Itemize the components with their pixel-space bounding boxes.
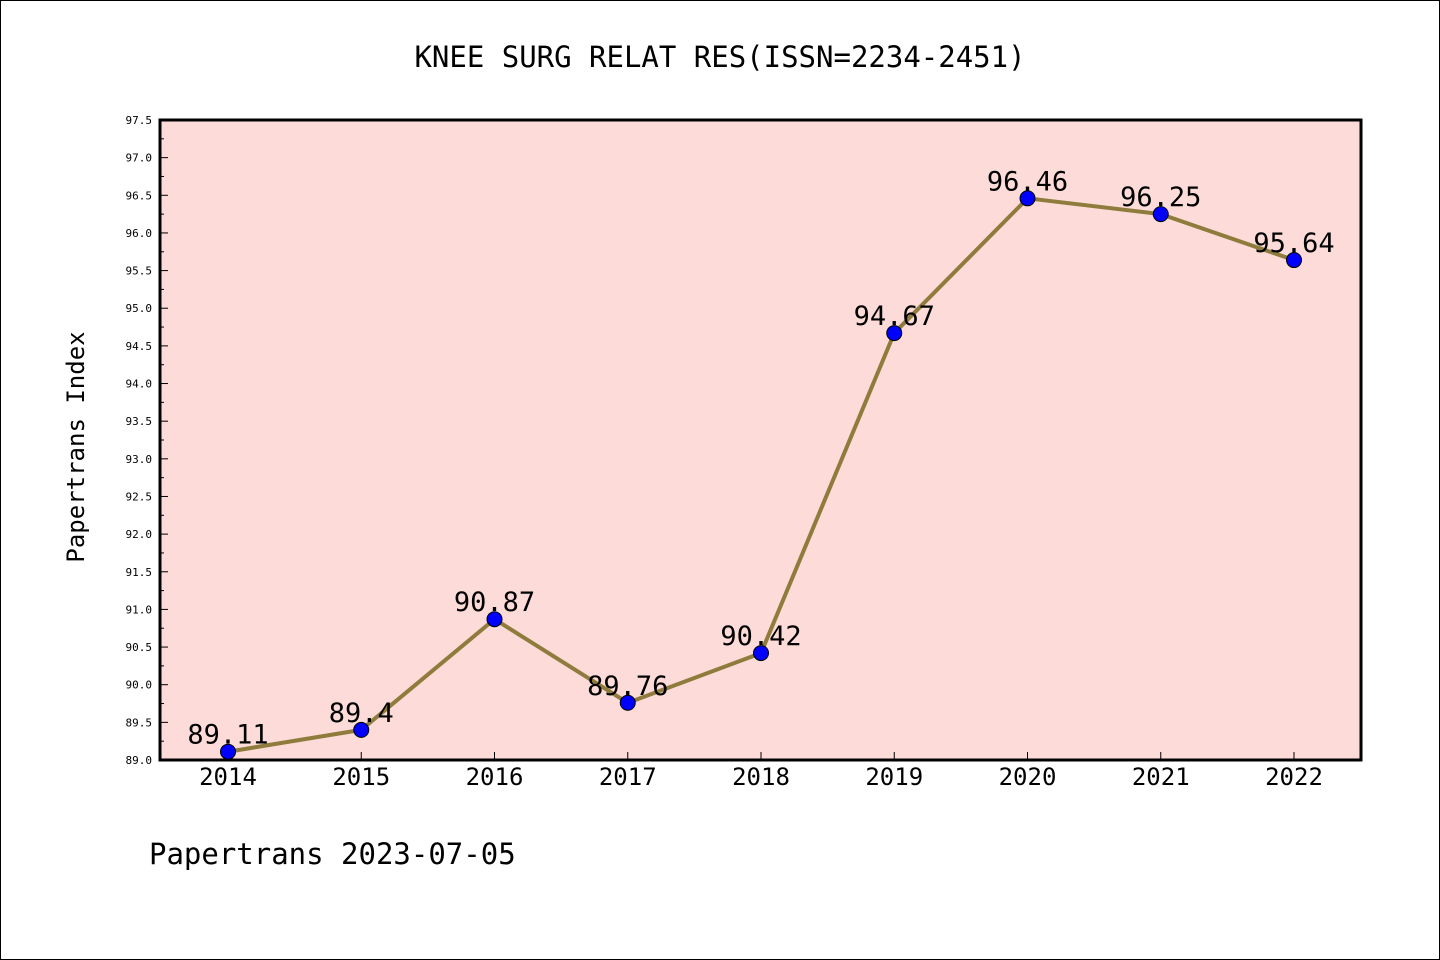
y-tick-label: 95.0 <box>126 302 153 315</box>
data-point <box>886 325 903 342</box>
data-label: 89.76 <box>587 671 668 702</box>
data-label: 90.42 <box>720 621 801 652</box>
data-point <box>353 721 370 738</box>
y-axis-label: Papertrans Index <box>62 331 90 562</box>
y-tick-label: 90.0 <box>126 679 153 692</box>
y-tick-label: 93.0 <box>126 453 153 466</box>
y-tick-label: 93.5 <box>126 415 153 428</box>
y-tick-label: 92.5 <box>126 490 153 503</box>
data-label: 95.64 <box>1253 228 1334 259</box>
data-point <box>1286 252 1302 269</box>
y-tick-label: 96.5 <box>126 189 153 202</box>
x-tick-label: 2019 <box>865 763 923 791</box>
y-tick-label: 95.5 <box>126 265 153 278</box>
x-tick-label: 2014 <box>199 763 257 791</box>
x-tick-label: 2021 <box>1132 763 1190 791</box>
y-tick-label: 92.0 <box>126 528 153 541</box>
data-point <box>486 611 503 628</box>
x-tick-label: 2016 <box>466 763 524 791</box>
data-label: 90.87 <box>454 587 535 618</box>
data-point <box>619 694 636 711</box>
y-tick-label: 89.0 <box>126 754 153 767</box>
y-tick-label: 97.5 <box>126 114 153 127</box>
data-point <box>1019 190 1036 207</box>
data-points <box>220 190 1302 760</box>
y-tick-label: 89.5 <box>126 716 153 729</box>
plot-area <box>158 118 1363 762</box>
footer-text: Papertrans 2023-07-05 <box>149 837 516 871</box>
data-labels: 89.11 89.4 90.87 89.76 90.42 94.67 96.46 96.25 9… <box>187 166 1334 750</box>
y-tick-label: 91.0 <box>126 603 153 616</box>
x-tick-label: 2018 <box>732 763 790 791</box>
y-axis: 89.0 89.5 90.0 90.5 91.0 91.5 92.0 92.5 93.0 93.5… <box>126 114 168 767</box>
data-label: 96.25 <box>1120 182 1201 213</box>
x-tick-label: 2017 <box>599 763 657 791</box>
x-tick-label: 2022 <box>1265 763 1323 791</box>
y-tick-label: 91.5 <box>126 566 153 579</box>
y-tick-label: 94.5 <box>126 340 153 353</box>
x-tick-label: 2015 <box>332 763 390 791</box>
data-label: 96.46 <box>987 166 1068 197</box>
y-tick-label: 90.5 <box>126 641 153 654</box>
y-tick-label: 97.0 <box>126 152 153 165</box>
data-point <box>753 645 769 662</box>
chart-title: KNEE SURG RELAT RES(ISSN=2234-2451) <box>414 40 1025 74</box>
y-tick-label: 96.0 <box>126 227 153 240</box>
x-axis: 2014 2015 2016 2017 2018 2019 2020 2021 2022 <box>199 752 1323 791</box>
x-tick-label: 2020 <box>999 763 1057 791</box>
data-point <box>220 743 236 760</box>
data-label: 94.67 <box>854 301 935 332</box>
y-tick-label: 94.0 <box>126 378 153 391</box>
data-label: 89.4 <box>329 698 394 729</box>
data-label: 89.11 <box>187 720 268 751</box>
data-point <box>1152 206 1169 223</box>
